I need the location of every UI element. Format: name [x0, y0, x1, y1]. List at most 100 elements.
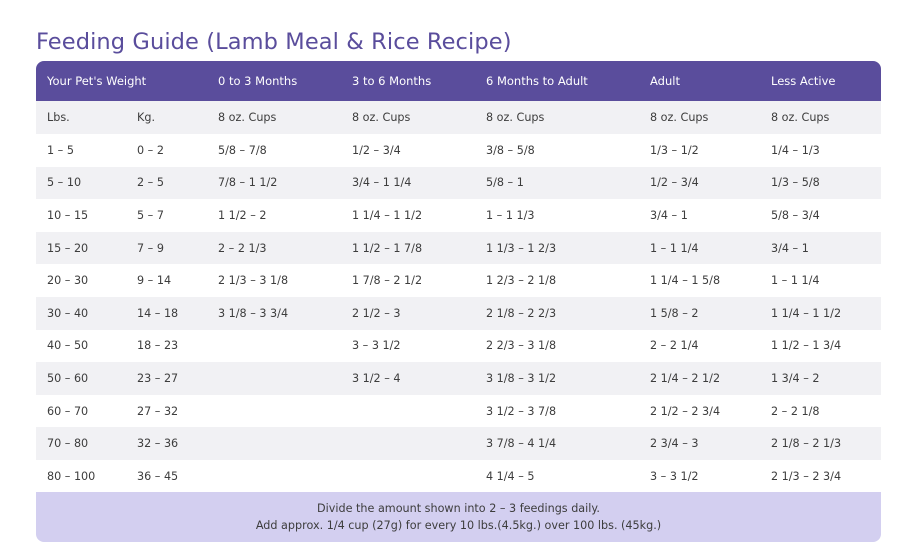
- subheader-cups: 8 oz. Cups: [771, 111, 830, 124]
- cell-kg: 14 – 18: [137, 306, 179, 320]
- cell-6-months-adult: 3 7/8 – 4 1/4: [486, 437, 557, 451]
- header-weight: Your Pet's Weight: [47, 74, 147, 88]
- subheader-cups: 8 oz. Cups: [650, 111, 709, 124]
- cell-lbs: 50 – 60: [47, 371, 89, 385]
- cell-kg: 23 – 27: [137, 371, 179, 385]
- cell-6-months-adult: 1 1/3 – 1 2/3: [486, 241, 557, 255]
- cell-adult: 1/2 – 3/4: [650, 176, 699, 190]
- cell-less-active: 1 – 1 1/4: [771, 274, 820, 288]
- footer-line-1: Divide the amount shown into 2 – 3 feedi…: [317, 502, 600, 515]
- cell-0-3-months: 3 1/8 – 3 3/4: [218, 306, 289, 320]
- header-3-6-months: 3 to 6 Months: [352, 74, 432, 88]
- cell-kg: 2 – 5: [137, 176, 164, 190]
- cell-less-active: 2 1/8 – 2 1/3: [771, 437, 842, 451]
- cell-0-3-months: 5/8 – 7/8: [218, 143, 267, 157]
- subheader-cups: 8 oz. Cups: [218, 111, 277, 124]
- table-row: 30 – 40 14 – 18 3 1/8 – 3 3/4 2 1/2 – 3 2 1/…: [36, 296, 881, 330]
- table-row: 10 – 15 5 – 7 1 1/2 – 2 1 1/4 – 1 1/2 1 – 1 …: [36, 199, 881, 232]
- cell-lbs: 40 – 50: [47, 339, 89, 353]
- cell-less-active: 2 – 2 1/8: [771, 404, 820, 418]
- cell-3-6-months: 2 1/2 – 3: [352, 306, 401, 320]
- subheader-lbs: Lbs.: [47, 111, 70, 124]
- cell-adult: 1 – 1 1/4: [650, 241, 699, 255]
- cell-0-3-months: 2 1/3 – 3 1/8: [218, 274, 289, 288]
- cell-kg: 0 – 2: [137, 143, 164, 157]
- cell-lbs: 5 – 10: [47, 176, 82, 190]
- table-footer-note: Divide the amount shown into 2 – 3 feedi…: [36, 492, 881, 542]
- cell-6-months-adult: 1 2/3 – 2 1/8: [486, 274, 557, 288]
- cell-less-active: 2 1/3 – 2 3/4: [771, 469, 842, 483]
- cell-adult: 2 1/4 – 2 1/2: [650, 371, 721, 385]
- cell-6-months-adult: 4 1/4 – 5: [486, 469, 535, 483]
- cell-adult: 3 – 3 1/2: [650, 469, 699, 483]
- cell-kg: 7 – 9: [137, 241, 164, 255]
- header-6-months-adult: 6 Months to Adult: [486, 74, 588, 88]
- cell-adult: 1 1/4 – 1 5/8: [650, 274, 721, 288]
- cell-less-active: 5/8 – 3/4: [771, 208, 820, 222]
- footer-line-2: Add approx. 1/4 cup (27g) for every 10 l…: [255, 519, 662, 532]
- cell-less-active: 1 1/2 – 1 3/4: [771, 339, 842, 353]
- cell-less-active: 3/4 – 1: [771, 241, 809, 255]
- cell-kg: 36 – 45: [137, 469, 179, 483]
- cell-less-active: 1/3 – 5/8: [771, 176, 820, 190]
- page-title: Feeding Guide (Lamb Meal & Rice Recipe): [36, 29, 512, 56]
- cell-less-active: 1 1/4 – 1 1/2: [771, 306, 842, 320]
- cell-kg: 18 – 23: [137, 339, 179, 353]
- cell-adult: 3/4 – 1: [650, 208, 688, 222]
- cell-6-months-adult: 3 1/8 – 3 1/2: [486, 371, 557, 385]
- cell-3-6-months: 1 1/4 – 1 1/2: [352, 208, 423, 222]
- cell-adult: 2 – 2 1/4: [650, 339, 699, 353]
- cell-6-months-adult: 2 2/3 – 3 1/8: [486, 339, 557, 353]
- cell-6-months-adult: 2 1/8 – 2 2/3: [486, 306, 557, 320]
- table-row: 5 – 10 2 – 5 7/8 – 1 1/2 3/4 – 1 1/4 5/8 – 1…: [36, 166, 881, 200]
- cell-adult: 2 3/4 – 3: [650, 437, 699, 451]
- header-0-3-months: 0 to 3 Months: [218, 74, 298, 88]
- table-row: 70 – 80 32 – 36 3 7/8 – 4 1/4 2 3/4 – 3 2 1/…: [36, 427, 881, 460]
- table-row: 40 – 50 18 – 23 3 – 3 1/2 2 2/3 – 3 1/8 2 – …: [36, 329, 881, 363]
- cell-lbs: 70 – 80: [47, 437, 89, 451]
- table-row: 15 – 20 7 – 9 2 – 2 1/3 1 1/2 – 1 7/8 1 1/3 …: [36, 231, 881, 265]
- table-subheader-row: Lbs. Kg. 8 oz. Cups 8 oz. Cups 8 oz. Cup…: [36, 101, 881, 134]
- cell-less-active: 1/4 – 1/3: [771, 143, 820, 157]
- table-body: 1 – 5 0 – 2 5/8 – 7/8 1/2 – 3/4 3/8 – 5/8 1/3…: [36, 134, 881, 493]
- cell-6-months-adult: 1 – 1 1/3: [486, 208, 535, 222]
- cell-lbs: 15 – 20: [47, 241, 89, 255]
- table-row: 1 – 5 0 – 2 5/8 – 7/8 1/2 – 3/4 3/8 – 5/8 1/3…: [36, 134, 881, 167]
- cell-adult: 1 5/8 – 2: [650, 306, 699, 320]
- cell-less-active: 1 3/4 – 2: [771, 371, 820, 385]
- cell-0-3-months: 1 1/2 – 2: [218, 208, 267, 222]
- cell-3-6-months: 3/4 – 1 1/4: [352, 176, 412, 190]
- cell-6-months-adult: 3/8 – 5/8: [486, 143, 535, 157]
- cell-0-3-months: 7/8 – 1 1/2: [218, 176, 278, 190]
- cell-3-6-months: 1 7/8 – 2 1/2: [352, 274, 423, 288]
- table-row: 20 – 30 9 – 14 2 1/3 – 3 1/8 1 7/8 – 2 1/2 1…: [36, 264, 881, 297]
- cell-6-months-adult: 3 1/2 – 3 7/8: [486, 404, 557, 418]
- cell-3-6-months: 1 1/2 – 1 7/8: [352, 241, 423, 255]
- cell-adult: 2 1/2 – 2 3/4: [650, 404, 721, 418]
- cell-3-6-months: 3 – 3 1/2: [352, 339, 401, 353]
- cell-lbs: 30 – 40: [47, 306, 89, 320]
- table-row: 80 – 100 36 – 45 4 1/4 – 5 3 – 3 1/2 2 1/3 –…: [36, 459, 881, 493]
- cell-adult: 1/3 – 1/2: [650, 143, 699, 157]
- feeding-guide-table: Your Pet's Weight 0 to 3 Months 3 to 6 M…: [36, 61, 881, 542]
- subheader-kg: Kg.: [137, 111, 155, 124]
- table-row: 50 – 60 23 – 27 3 1/2 – 4 3 1/8 – 3 1/2 2 1/…: [36, 362, 881, 395]
- table-header-row: Your Pet's Weight 0 to 3 Months 3 to 6 M…: [36, 61, 881, 101]
- cell-6-months-adult: 5/8 – 1: [486, 176, 524, 190]
- cell-lbs: 1 – 5: [47, 143, 74, 157]
- cell-kg: 9 – 14: [137, 274, 172, 288]
- header-less-active: Less Active: [771, 74, 836, 88]
- cell-lbs: 10 – 15: [47, 208, 89, 222]
- cell-kg: 32 – 36: [137, 437, 179, 451]
- cell-3-6-months: 3 1/2 – 4: [352, 371, 401, 385]
- cell-3-6-months: 1/2 – 3/4: [352, 143, 401, 157]
- cell-lbs: 20 – 30: [47, 274, 89, 288]
- cell-lbs: 60 – 70: [47, 404, 89, 418]
- cell-lbs: 80 – 100: [47, 469, 96, 483]
- table-row: 60 – 70 27 – 32 3 1/2 – 3 7/8 2 1/2 – 2 3/4…: [36, 394, 881, 428]
- header-adult: Adult: [650, 74, 680, 88]
- subheader-cups: 8 oz. Cups: [352, 111, 411, 124]
- cell-kg: 5 – 7: [137, 208, 164, 222]
- subheader-cups: 8 oz. Cups: [486, 111, 545, 124]
- cell-0-3-months: 2 – 2 1/3: [218, 241, 267, 255]
